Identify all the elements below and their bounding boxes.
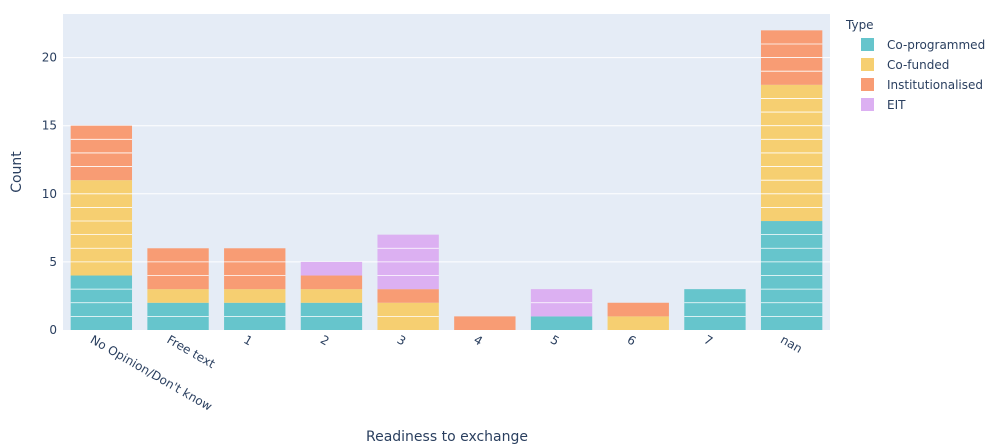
- x-tick-label: 7: [701, 332, 715, 348]
- bar-segment[interactable]: [147, 248, 209, 290]
- legend-label[interactable]: Co-funded: [887, 58, 949, 72]
- legend-swatch[interactable]: [861, 98, 874, 111]
- bar-segment[interactable]: [300, 289, 363, 303]
- bar-segment[interactable]: [224, 289, 286, 303]
- y-tick-label: 5: [49, 255, 57, 269]
- x-tick-label: 1: [241, 332, 255, 348]
- y-tick-label: 15: [42, 119, 57, 133]
- bars: [70, 30, 823, 330]
- bar-segment[interactable]: [147, 289, 209, 303]
- bar-segment[interactable]: [300, 275, 363, 290]
- legend-swatch[interactable]: [861, 38, 874, 51]
- legend-label[interactable]: Institutionalised: [887, 78, 983, 92]
- bar-segment[interactable]: [607, 302, 669, 317]
- legend-label[interactable]: EIT: [887, 98, 906, 112]
- bar-segment[interactable]: [607, 316, 669, 330]
- x-tick-label: nan: [778, 332, 805, 355]
- x-tick-label: Free text: [165, 332, 218, 371]
- y-axis-ticks: 0 5 10 15 20: [42, 51, 57, 337]
- bar-segment[interactable]: [300, 261, 363, 276]
- legend-swatch[interactable]: [861, 78, 874, 91]
- y-tick-label: 0: [49, 323, 57, 337]
- x-tick-label: 2: [318, 332, 332, 348]
- y-axis-title: Count: [9, 151, 25, 193]
- y-tick-label: 10: [42, 187, 57, 201]
- legend-label[interactable]: Co-programmed: [887, 38, 985, 52]
- x-tick-label: 3: [395, 332, 409, 348]
- bar-segment[interactable]: [684, 289, 746, 330]
- legend: Type Co-programmed Co-funded Institutional…: [845, 18, 985, 112]
- bar-segment[interactable]: [224, 248, 286, 290]
- bar-segment[interactable]: [70, 180, 133, 276]
- y-tick-label: 20: [42, 51, 57, 65]
- x-tick-label: 4: [471, 332, 485, 348]
- legend-title: Type: [845, 18, 874, 32]
- legend-swatch[interactable]: [861, 58, 874, 71]
- x-axis-title: Readiness to exchange: [366, 429, 528, 445]
- bar-segment[interactable]: [530, 316, 593, 330]
- x-tick-label: 6: [625, 332, 639, 348]
- x-tick-label: No Opinion/Don't know: [88, 332, 215, 413]
- x-tick-label: 5: [548, 332, 562, 348]
- bar-segment[interactable]: [454, 316, 516, 330]
- bar-segment[interactable]: [377, 289, 439, 303]
